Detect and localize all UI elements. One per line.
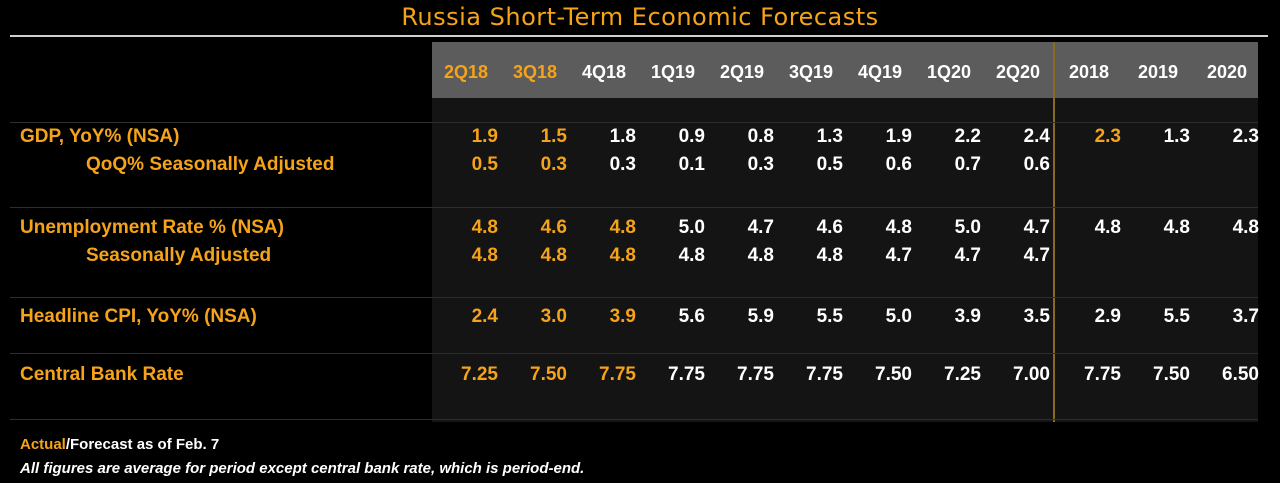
annual-column-divider	[1053, 42, 1055, 422]
table-cell: 4.7	[885, 245, 912, 266]
table-cell: 3.9	[609, 306, 636, 327]
table-cell: 4.8	[678, 245, 705, 266]
table-cell: 3.0	[540, 306, 567, 327]
column-header-3q18: 3Q18	[512, 62, 558, 82]
table-cell: 0.3	[609, 154, 636, 175]
table-cell: 0.3	[747, 154, 774, 175]
table-cell: 1.8	[609, 126, 636, 147]
table-cell: 1.3	[1163, 126, 1190, 147]
table-cell: 5.0	[678, 217, 705, 238]
table-panel	[432, 42, 1258, 422]
column-header-4q19: 4Q19	[857, 62, 903, 82]
column-header-2019: 2019	[1137, 62, 1179, 82]
table-cell: 4.8	[1232, 217, 1259, 238]
column-header-1q20: 1Q20	[926, 62, 972, 82]
page-title: Russia Short-Term Economic Forecasts	[401, 3, 879, 31]
table-cell: 0.9	[678, 126, 705, 147]
table-cell: 0.1	[678, 154, 705, 175]
table-cell: 1.9	[471, 126, 498, 147]
table-cell: 7.50	[1153, 364, 1190, 385]
table-cell: 7.25	[461, 364, 498, 385]
table-cell: 4.8	[471, 245, 498, 266]
column-header-2q19: 2Q19	[719, 62, 765, 82]
table-cell: 5.5	[816, 306, 843, 327]
footer-note: All figures are average for period excep…	[20, 460, 585, 477]
row-label: Unemployment Rate % (NSA)	[20, 217, 284, 238]
table-cell: 7.75	[806, 364, 843, 385]
row-label: Central Bank Rate	[20, 364, 184, 385]
table-cell: 7.50	[875, 364, 912, 385]
table-cell: 4.7	[954, 245, 981, 266]
row-label: GDP, YoY% (NSA)	[20, 126, 180, 147]
row-label: Seasonally Adjusted	[86, 245, 272, 266]
column-header-2q18: 2Q18	[443, 62, 489, 82]
table-cell: 2.3	[1094, 126, 1121, 147]
table-cell: 4.6	[816, 217, 843, 238]
table-cell: 4.8	[816, 245, 843, 266]
column-header-2q20: 2Q20	[995, 62, 1041, 82]
table-cell: 0.5	[471, 154, 498, 175]
table-cell: 2.9	[1094, 306, 1121, 327]
table-cell: 4.8	[609, 245, 636, 266]
table-cell: 0.6	[1023, 154, 1050, 175]
row-label: Headline CPI, YoY% (NSA)	[20, 306, 257, 327]
column-header-4q18: 4Q18	[581, 62, 627, 82]
table-cell: 3.5	[1023, 306, 1050, 327]
table-cell: 4.7	[747, 217, 774, 238]
table-cell: 7.75	[599, 364, 636, 385]
table-cell: 5.0	[885, 306, 912, 327]
column-header-bar	[432, 42, 1258, 98]
table-cell: 0.6	[885, 154, 912, 175]
table-cell: 0.3	[540, 154, 567, 175]
table-cell: 4.8	[885, 217, 912, 238]
table-cell: 0.8	[747, 126, 774, 147]
table-cell: 0.5	[816, 154, 843, 175]
table-cell: 4.8	[1094, 217, 1121, 238]
table-cell: 4.7	[1023, 245, 1050, 266]
table-cell: 4.7	[1023, 217, 1050, 238]
table-cell: 2.3	[1232, 126, 1259, 147]
table-cell: 6.50	[1222, 364, 1259, 385]
table-cell: 7.50	[530, 364, 567, 385]
row-separator	[10, 207, 1258, 208]
table-cell: 5.6	[678, 306, 705, 327]
table-cell: 7.00	[1013, 364, 1050, 385]
row-separator	[10, 122, 1258, 123]
column-header-2020: 2020	[1206, 62, 1248, 82]
footer-actual-word: Actual	[20, 436, 66, 453]
column-header-2018: 2018	[1068, 62, 1110, 82]
table-cell: 4.8	[747, 245, 774, 266]
table-cell: 3.9	[954, 306, 981, 327]
table-cell: 1.9	[885, 126, 912, 147]
table-cell: 5.5	[1163, 306, 1190, 327]
table-cell: 2.2	[954, 126, 981, 147]
table-cell: 4.8	[471, 217, 498, 238]
footer-forecast-text: /Forecast as of Feb. 7	[65, 436, 220, 453]
column-header-3q19: 3Q19	[788, 62, 834, 82]
table-cell: 1.3	[816, 126, 843, 147]
footer-legend: Actual/Forecast as of Feb. 7	[20, 436, 219, 453]
table-cell: 2.4	[1023, 126, 1050, 147]
table-cell: 4.6	[540, 217, 567, 238]
table-cell: 1.5	[540, 126, 567, 147]
row-separator	[10, 297, 1258, 298]
row-label: QoQ% Seasonally Adjusted	[86, 154, 335, 175]
table-cell: 7.75	[737, 364, 774, 385]
column-header-1q19: 1Q19	[650, 62, 696, 82]
table-cell: 0.7	[954, 154, 981, 175]
table-cell: 5.9	[747, 306, 774, 327]
table-cell: 5.0	[954, 217, 981, 238]
title-divider	[10, 35, 1268, 37]
row-separator	[10, 419, 1258, 420]
table-cell: 4.8	[1163, 217, 1190, 238]
table-cell: 2.4	[471, 306, 498, 327]
table-cell: 4.8	[609, 217, 636, 238]
table-cell: 7.75	[668, 364, 705, 385]
table-cell: 7.75	[1084, 364, 1121, 385]
row-separator	[10, 353, 1258, 354]
table-cell: 3.7	[1232, 306, 1259, 327]
table-cell: 4.8	[540, 245, 567, 266]
table-cell: 7.25	[944, 364, 981, 385]
